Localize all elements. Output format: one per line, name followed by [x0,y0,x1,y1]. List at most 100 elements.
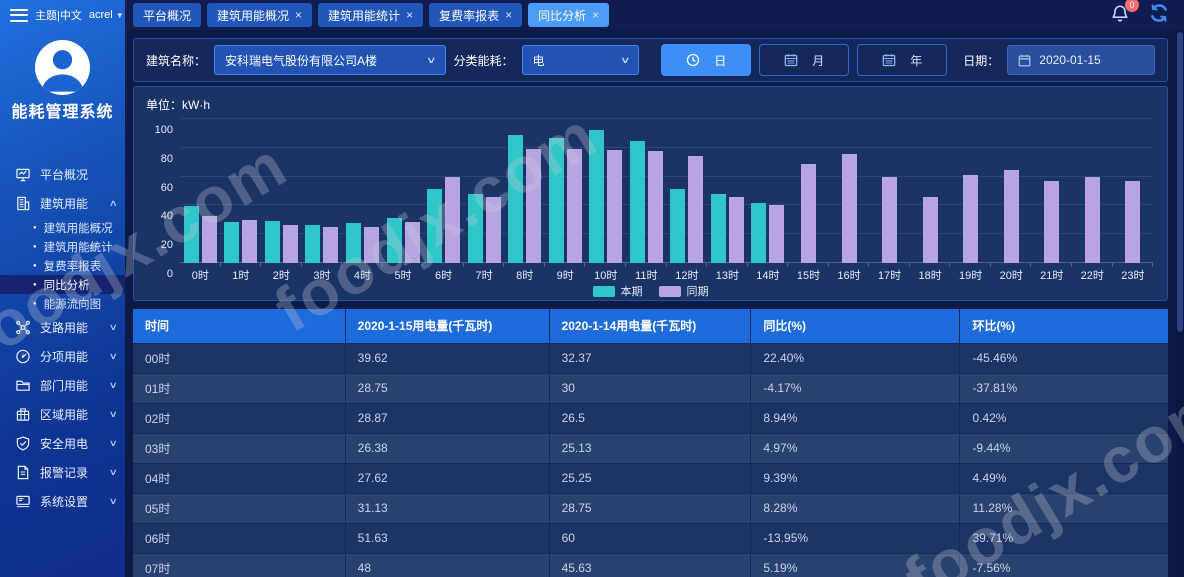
table-cell: 26.5 [548,402,751,433]
x-tick-label: 17时 [869,263,910,282]
date-label: 日期： [963,53,1000,68]
sidebar-item-label: 区域用能 [40,408,89,422]
close-icon[interactable]: × [406,8,414,22]
bar-本期-12时 [670,188,686,263]
tab-复费率报表[interactable]: 复费率报表 × [429,3,523,27]
tab-平台概况[interactable]: 平台概况 [133,3,202,27]
x-tick-label: 4时 [342,263,383,282]
x-tick-label: 22时 [1072,263,1113,282]
sidebar-subitem-建筑用能统计[interactable]: ● 建筑用能统计 [0,237,125,256]
table-cell: 06时 [133,522,346,553]
legend-swatch [658,285,681,297]
chart-plot: 0 20 40 60 80 100 [155,118,1153,280]
calendar-icon [784,53,798,67]
table-cell: 03时 [133,432,346,463]
table-cell: 28.75 [344,372,550,403]
sidebar-subitem-能源流向图[interactable]: ● 能源流向图 [0,294,125,313]
bar-同期-3时 [323,226,339,263]
sidebar-subitem-复费率报表[interactable]: ● 复费率报表 [0,256,125,275]
period-button-月[interactable]: 月 [759,44,850,76]
sidebar-item-1[interactable]: 建筑用能 ∧ [0,189,125,218]
legend-item-同期[interactable]: 同期 [658,283,709,299]
table-header-row: 时间 2020-1-15用电量(千瓦时) 2020-1-14用电量(千瓦时) 同比(%… [133,309,1168,343]
bar-本期-11时 [629,141,645,263]
refresh-button[interactable] [1148,3,1170,28]
bar-group-22时 [1072,119,1113,263]
bar-本期-14时 [751,202,767,263]
table-cell: 27.62 [344,462,550,493]
legend-item-本期[interactable]: 本期 [592,283,643,299]
chevron-down-icon: ▼ [115,11,124,20]
bar-group-10时 [585,119,626,263]
table-header-cell: 2020-1-15用电量(千瓦时) [344,309,550,343]
sidebar-item-7[interactable]: 报警记录 ∨ [0,458,125,487]
chevron-down-icon: ∨ [109,351,119,361]
table-cell: 25.25 [548,462,751,493]
period-button-日[interactable]: 日 [661,44,752,76]
sidebar-item-label: 平台概况 [40,168,89,182]
table-header-cell: 2020-1-14用电量(千瓦时) [548,309,751,343]
bar-同期-0时 [201,216,217,263]
notifications-button[interactable]: 0 [1110,0,1139,28]
sidebar-item-8[interactable]: 系统设置 ∨ [0,487,125,516]
table-cell: 60 [548,522,751,553]
energy-type-label: 分类能耗： [453,53,514,68]
x-tick-label: 16时 [829,263,870,282]
table-cell: 01时 [133,372,346,403]
tab-建筑用能概况[interactable]: 建筑用能概况 × [207,3,313,27]
period-button-label: 月 [812,53,825,68]
gridline-60: 60 [161,175,1153,194]
bell-icon [1112,5,1128,22]
chevron-down-icon: ∨ [425,54,437,65]
bar-group-0时 [180,119,221,263]
scrollbar-thumb[interactable] [1177,32,1183,332]
avatar[interactable] [35,40,90,95]
energy-type-select[interactable]: 电 ∨ [521,45,640,75]
bar-同期-13时 [728,197,744,263]
vertical-scrollbar[interactable] [1176,30,1184,577]
sidebar-item-3[interactable]: 分项用能 ∨ [0,342,125,371]
sidebar-item-4[interactable]: 部门用能 ∨ [0,371,125,400]
date-input[interactable]: 2020-01-15 [1007,45,1155,75]
chevron-down-icon: ∨ [109,322,119,332]
table-cell: 31.13 [344,492,550,523]
tab-建筑用能统计[interactable]: 建筑用能统计 × [318,3,424,27]
close-icon[interactable]: × [295,8,303,22]
close-icon[interactable]: × [592,8,600,22]
sidebar-item-label: 报警记录 [40,466,89,480]
sidebar-item-6[interactable]: 安全用电 ∨ [0,429,125,458]
bar-同期-5时 [404,221,420,263]
user-menu[interactable]: acrel ▼ [88,9,124,21]
tab-bar: 平台概况 建筑用能概况 × 建筑用能统计 × 复费率报表 × 同比分析 × 0 [125,0,1184,30]
table-cell: -4.17% [750,372,960,403]
hamburger-menu-icon[interactable] [10,8,28,22]
bar-group-1时 [221,119,262,263]
theme-language-switch[interactable]: 主题|中文 [35,10,82,22]
sidebar-item-2[interactable]: 支路用能 ∨ [0,313,125,342]
bar-同期-21时 [1044,180,1060,263]
x-tick-label: 2时 [261,263,302,282]
x-tick-label: 12时 [667,263,708,282]
period-button-年[interactable]: 年 [857,44,948,76]
tab-同比分析[interactable]: 同比分析 × [528,3,610,27]
sidebar-menu: 平台概况建筑用能 ∧ ● 建筑用能概况 ● 建筑用能统计 ● 复费率报表 ● 同比分析 ● 能源流向图… [0,160,125,516]
bar-同期-7时 [485,197,501,263]
branch-icon [15,320,32,336]
bullet-icon: ● [33,300,37,307]
bar-同期-1时 [242,219,258,263]
chevron-down-icon: ∨ [109,496,119,506]
close-icon[interactable]: × [505,8,513,22]
table-cell: 4.97% [750,432,960,463]
table-row: 05时 31.13 28.75 8.28% 11.28% [133,492,1168,523]
building-select[interactable]: 安科瑞电气股份有限公司A楼 ∨ [214,45,446,75]
sidebar-item-5[interactable]: 区域用能 ∨ [0,400,125,429]
chevron-down-icon: ∨ [109,409,119,419]
tab-label: 复费率报表 [439,8,500,23]
chevron-down-icon: ∨ [619,54,631,65]
sidebar-item-0[interactable]: 平台概况 [0,160,125,189]
bar-本期-9时 [548,138,564,263]
bar-group-12时 [667,119,708,263]
sidebar-subitem-同比分析[interactable]: ● 同比分析 [0,275,125,294]
bar-group-16时 [829,119,870,263]
sidebar-subitem-建筑用能概况[interactable]: ● 建筑用能概况 [0,218,125,237]
